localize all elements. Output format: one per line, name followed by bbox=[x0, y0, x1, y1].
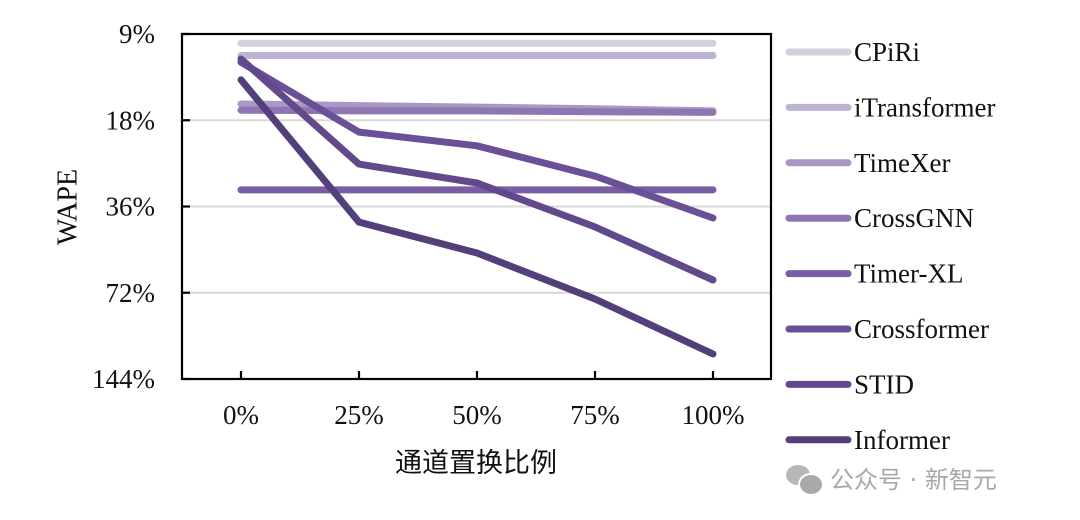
y-tick-label: 18% bbox=[106, 105, 156, 135]
y-tick-label: 9% bbox=[119, 19, 155, 49]
legend-item: CPiRi bbox=[785, 37, 920, 67]
legend-label: Timer-XL bbox=[854, 259, 963, 289]
legend-label: CrossGNN bbox=[854, 203, 974, 233]
legend-item: Timer-XL bbox=[785, 259, 963, 289]
x-tick-label: 50% bbox=[452, 400, 502, 430]
legend-label: TimeXer bbox=[854, 148, 951, 178]
series-lines bbox=[237, 39, 717, 358]
watermark-text: 公众号 · 新智元 bbox=[830, 466, 997, 494]
legend-item: TimeXer bbox=[785, 148, 951, 178]
legend-label: Crossformer bbox=[854, 314, 989, 344]
series-line-stid bbox=[237, 55, 717, 284]
legend-label: iTransformer bbox=[854, 92, 996, 122]
legend-label: CPiRi bbox=[854, 37, 920, 67]
x-tick-label: 25% bbox=[334, 400, 384, 430]
y-tick-label: 72% bbox=[106, 278, 156, 308]
legend-item: iTransformer bbox=[785, 92, 996, 122]
x-axis-ticks: 0% 25% 50% 75% 100% bbox=[223, 371, 745, 430]
y-tick-label: 144% bbox=[92, 364, 155, 394]
series-line-crossformer bbox=[237, 58, 717, 222]
x-tick-label: 0% bbox=[223, 400, 259, 430]
x-tick-label: 100% bbox=[682, 400, 745, 430]
legend-item: Crossformer bbox=[785, 314, 989, 344]
y-tick-label: 36% bbox=[106, 192, 156, 222]
legend-label: STID bbox=[854, 369, 914, 399]
y-axis-title: WAPE bbox=[52, 169, 83, 245]
legend: CPiRi iTransformer TimeXer CrossGNN Timer-XL… bbox=[785, 37, 996, 455]
legend-item: STID bbox=[785, 369, 914, 399]
x-tick-label: 75% bbox=[570, 400, 620, 430]
series-line-crossgnn bbox=[237, 106, 717, 116]
legend-label: Informer bbox=[854, 425, 950, 455]
watermark: 公众号 · 新智元 bbox=[786, 460, 997, 496]
x-axis-title: 通道置换比例 bbox=[395, 448, 557, 479]
legend-item: CrossGNN bbox=[785, 203, 974, 233]
series-line-informer bbox=[237, 76, 717, 358]
legend-item: Informer bbox=[785, 425, 950, 455]
y-axis-ticks: 9% 18% 36% 72% 144% bbox=[92, 19, 190, 394]
wechat-icon bbox=[786, 463, 824, 496]
